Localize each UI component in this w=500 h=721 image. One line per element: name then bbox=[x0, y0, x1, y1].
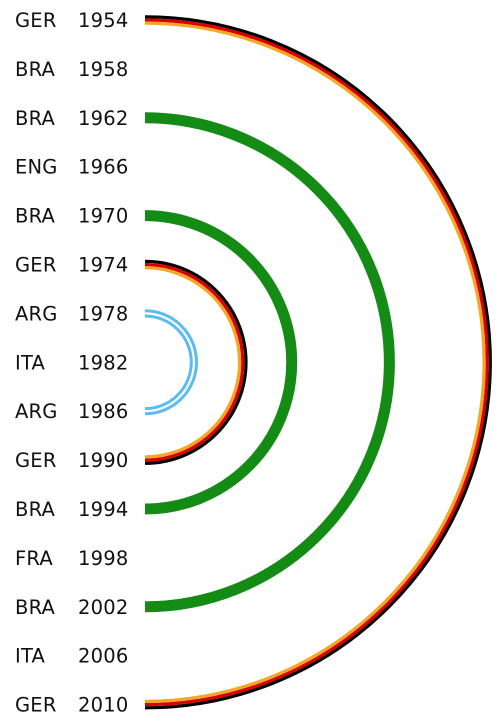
year-label-1998: 1998 bbox=[78, 547, 128, 570]
year-label-2006: 2006 bbox=[78, 645, 128, 668]
labels-layer: GER 1954 BRA 1958 BRA 1962 ENG 1966 BRA 1970 GER 19… bbox=[15, 9, 128, 717]
arc-ger-1974-1990 bbox=[144, 259, 248, 465]
team-label-1998: FRA bbox=[15, 547, 53, 570]
year-label-2002: 2002 bbox=[78, 596, 128, 619]
year-label-1994: 1994 bbox=[78, 498, 128, 521]
arc-stroke bbox=[144, 112, 395, 613]
year-label-1978: 1978 bbox=[78, 302, 128, 325]
year-label-1962: 1962 bbox=[78, 107, 128, 130]
team-label-1966: ENG bbox=[15, 156, 58, 179]
arc-stripe-2 bbox=[144, 18, 489, 707]
arc-stripe-1 bbox=[144, 259, 248, 465]
arc-bra-1962-2002 bbox=[144, 112, 395, 613]
year-label-1990: 1990 bbox=[78, 449, 128, 472]
team-label-1986: ARG bbox=[15, 400, 58, 423]
arc-arg-1978-1986 bbox=[144, 309, 198, 416]
arc-stroke bbox=[144, 210, 298, 515]
year-label-1958: 1958 bbox=[78, 58, 128, 81]
team-label-2010: GER bbox=[15, 694, 57, 717]
arc-stripe-1 bbox=[144, 15, 493, 710]
team-label-1978: ARG bbox=[15, 302, 58, 325]
year-label-1986: 1986 bbox=[78, 400, 128, 423]
team-label-2006: ITA bbox=[15, 645, 46, 668]
arc-stripe-inner bbox=[144, 314, 193, 411]
team-label-2002: BRA bbox=[15, 596, 56, 619]
team-label-1958: BRA bbox=[15, 58, 56, 81]
arc-bra-1970-1994 bbox=[144, 210, 298, 515]
team-label-1962: BRA bbox=[15, 107, 56, 130]
year-label-1974: 1974 bbox=[78, 254, 128, 277]
team-label-1994: BRA bbox=[15, 498, 56, 521]
year-label-1982: 1982 bbox=[78, 351, 128, 374]
year-label-1966: 1966 bbox=[78, 156, 128, 179]
arc-stripe-2 bbox=[144, 262, 245, 462]
arcs-layer bbox=[144, 15, 493, 710]
team-label-1954: GER bbox=[15, 9, 57, 32]
team-label-1974: GER bbox=[15, 254, 57, 277]
arc-ger-1954-2010 bbox=[144, 15, 493, 710]
year-label-1954: 1954 bbox=[78, 9, 128, 32]
arc-stripe-3 bbox=[144, 21, 486, 703]
year-label-1970: 1970 bbox=[78, 205, 128, 228]
team-label-1990: GER bbox=[15, 449, 57, 472]
arc-stripe-outer bbox=[144, 309, 198, 416]
team-label-1970: BRA bbox=[15, 205, 56, 228]
arc-stripe-3 bbox=[144, 266, 242, 459]
team-label-1982: ITA bbox=[15, 351, 46, 374]
year-label-2010: 2010 bbox=[78, 694, 128, 717]
